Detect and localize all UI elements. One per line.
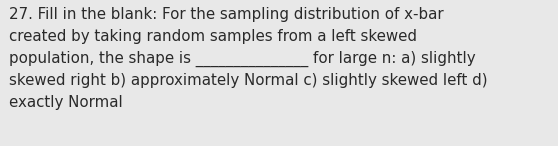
Text: 27. Fill in the blank: For the sampling distribution of x-bar
created by taking : 27. Fill in the blank: For the sampling … bbox=[9, 7, 488, 110]
